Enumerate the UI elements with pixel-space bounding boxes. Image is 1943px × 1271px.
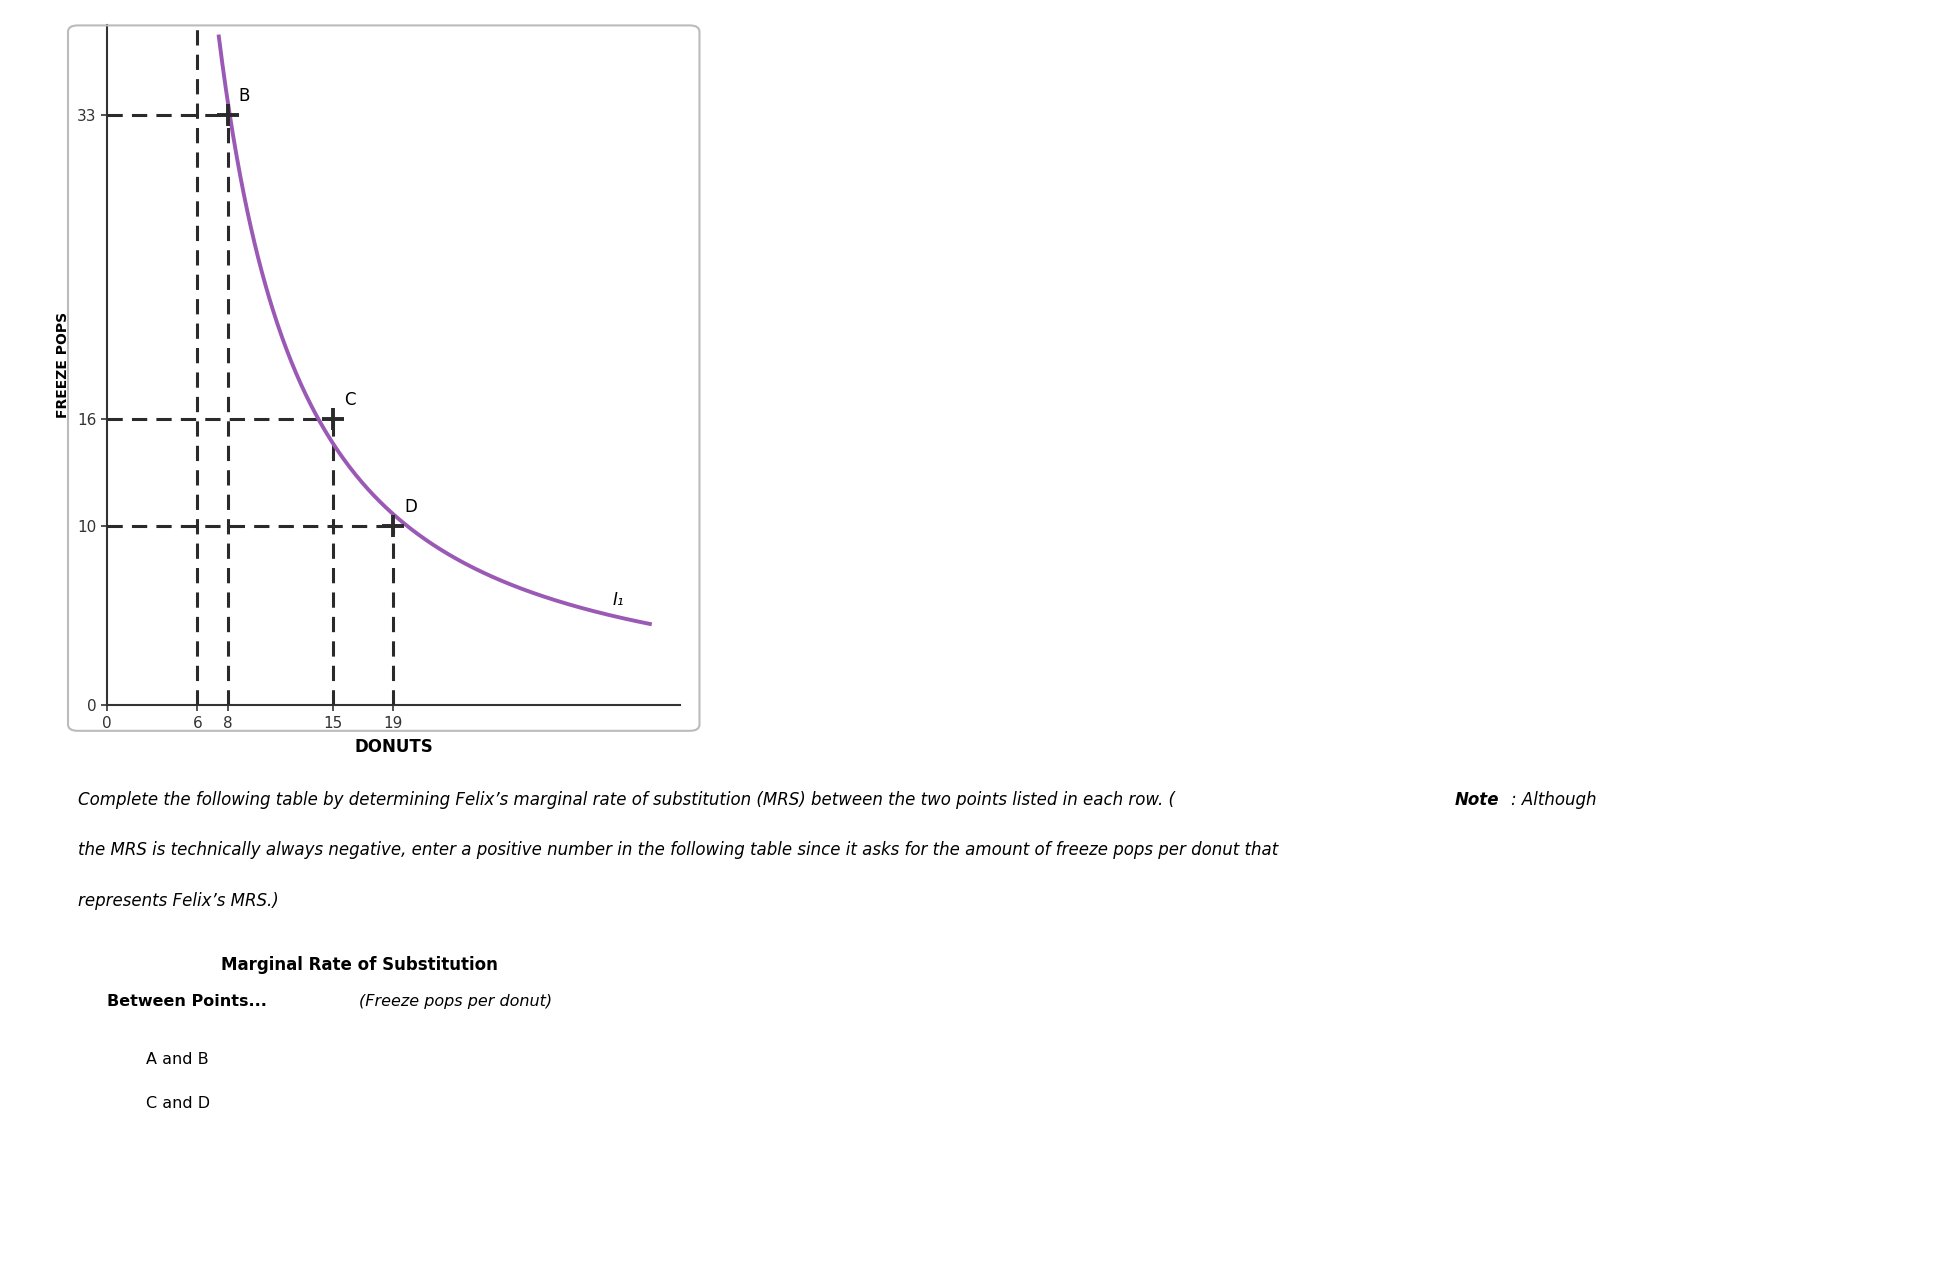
Text: : Although: : Although — [1512, 791, 1597, 808]
Text: D: D — [404, 498, 418, 516]
X-axis label: DONUTS: DONUTS — [354, 737, 433, 756]
Text: B: B — [239, 86, 249, 104]
Text: Note: Note — [1455, 791, 1498, 808]
Text: I₁: I₁ — [612, 591, 624, 609]
Text: the MRS is technically always negative, enter a positive number in the following: the MRS is technically always negative, … — [78, 841, 1278, 859]
Text: C: C — [344, 390, 356, 409]
Text: C and D: C and D — [146, 1096, 210, 1111]
Text: (Freeze pops per donut): (Freeze pops per donut) — [359, 994, 552, 1009]
Text: represents Felix’s MRS.): represents Felix’s MRS.) — [78, 892, 278, 910]
Y-axis label: FREEZE POPS: FREEZE POPS — [56, 313, 70, 418]
Text: Between Points...: Between Points... — [107, 994, 266, 1009]
Text: Marginal Rate of Substitution: Marginal Rate of Substitution — [222, 956, 497, 974]
Text: Complete the following table by determining Felix’s marginal rate of substitutio: Complete the following table by determin… — [78, 791, 1176, 808]
Text: A and B: A and B — [146, 1052, 208, 1068]
